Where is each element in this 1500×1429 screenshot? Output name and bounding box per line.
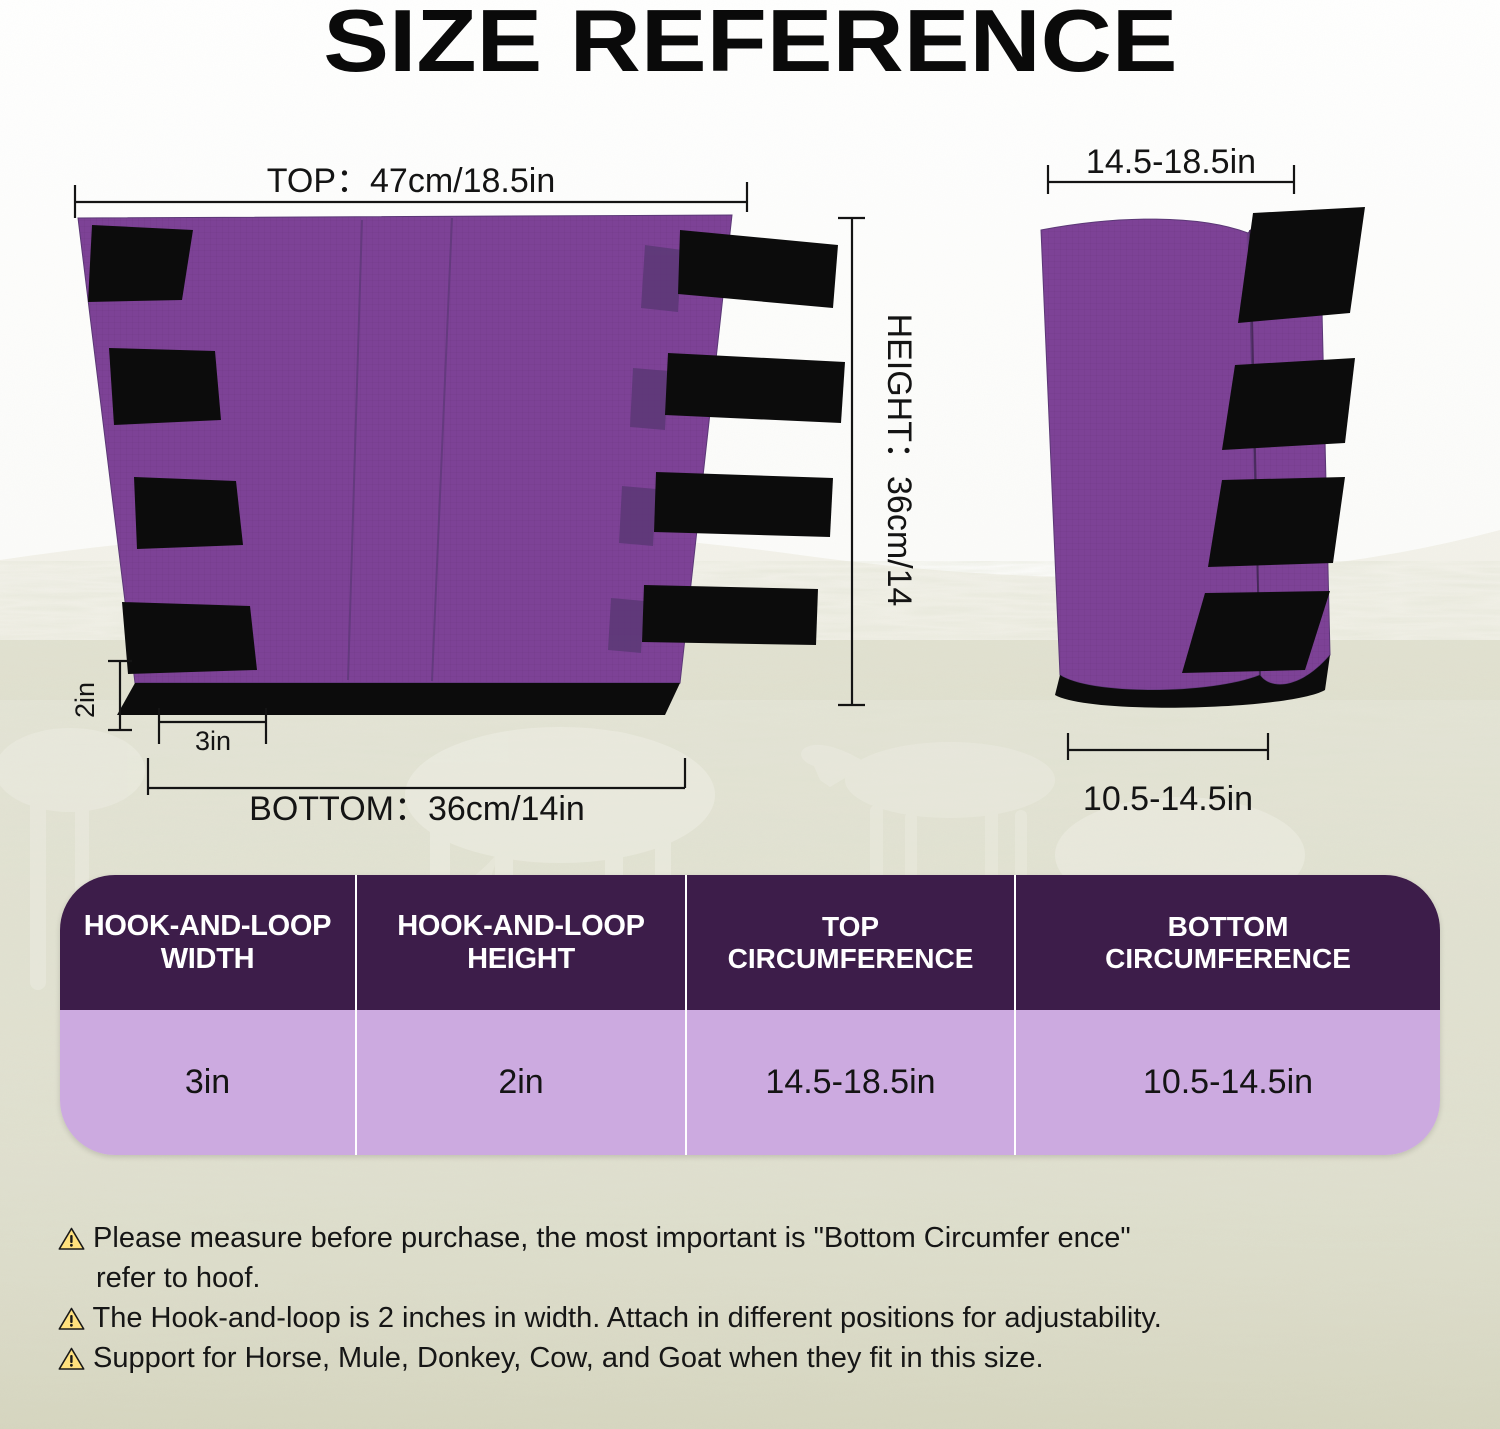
svg-text:10.5-14.5in: 10.5-14.5in (1083, 780, 1253, 818)
svg-text:14.5-18.5in: 14.5-18.5in (1086, 143, 1256, 181)
